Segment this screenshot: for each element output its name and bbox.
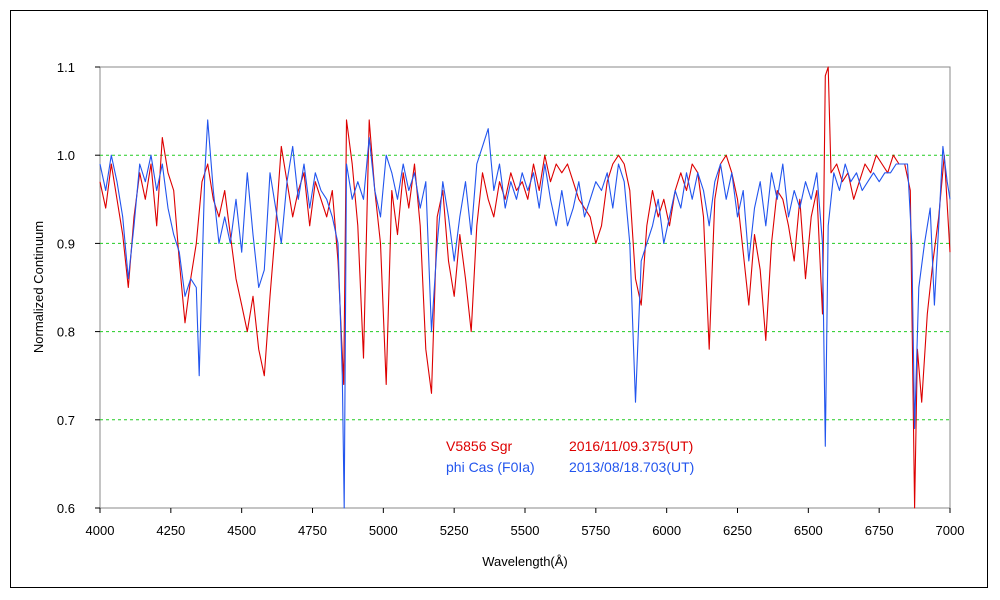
y-tick-label: 0.6 [57, 501, 75, 516]
y-tick-label: 1.0 [57, 148, 75, 163]
x-tick-label: 6500 [794, 523, 823, 538]
legend-series-2-name: phi Cas (F0Ia) [446, 459, 535, 475]
y-tick-label: 0.9 [57, 236, 75, 251]
y-tick-label: 0.7 [57, 413, 75, 428]
x-tick-label: 5500 [511, 523, 540, 538]
x-tick-label: 7000 [936, 523, 965, 538]
legend-series-1-date: 2016/11/09.375(UT) [569, 438, 693, 454]
series-line-2 [99, 119, 951, 509]
x-axis: 4000 4250 4500 4750 5000 5250 5500 5750 6000 6250… [86, 508, 965, 538]
chart-frame [10, 10, 988, 588]
x-axis-title: Wavelength(Å) [482, 554, 568, 569]
legend: V5856 Sgr 2016/11/09.375(UT) phi Cas (F0… [446, 438, 694, 475]
x-tick-label: 4000 [86, 523, 115, 538]
x-tick-label: 5750 [581, 523, 610, 538]
plot-area [99, 66, 951, 509]
x-tick-label: 4250 [156, 523, 185, 538]
x-tick-label: 5250 [440, 523, 469, 538]
x-tick-label: 4750 [298, 523, 327, 538]
y-tick-label: 0.8 [57, 325, 75, 340]
x-tick-label: 6000 [652, 523, 681, 538]
x-tick-label: 4500 [227, 523, 256, 538]
x-tick-label: 6250 [723, 523, 752, 538]
x-tick-label: 5000 [369, 523, 398, 538]
x-tick-label: 6750 [865, 523, 894, 538]
y-tick-label: 1.1 [57, 60, 75, 75]
legend-series-2-date: 2013/08/18.703(UT) [569, 459, 694, 475]
series-layer [99, 66, 951, 509]
legend-series-1-name: V5856 Sgr [446, 438, 512, 454]
y-axis-title: Normalized Continuum [31, 221, 46, 353]
y-axis: 0.6 0.7 0.8 0.9 1.0 1.1 [57, 60, 100, 516]
